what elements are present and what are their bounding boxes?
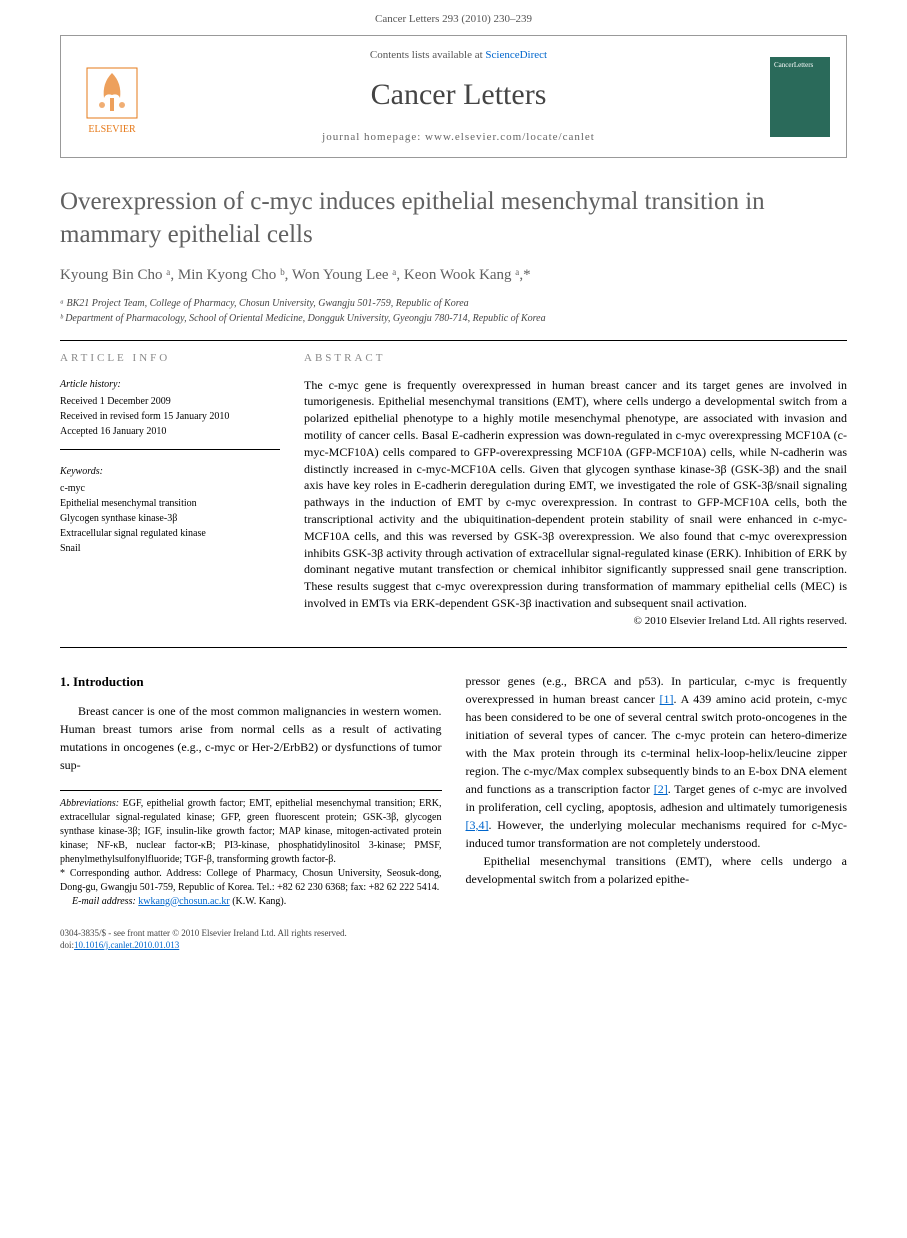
keyword: Extracellular signal regulated kinase (60, 526, 280, 541)
abstract-text: The c-myc gene is frequently overexpress… (304, 377, 847, 612)
journal-homepage: journal homepage: www.elsevier.com/locat… (163, 130, 754, 145)
affiliation-b: ᵇ Department of Pharmacology, School of … (60, 311, 847, 326)
right-column: pressor genes (e.g., BRCA and p53). In p… (466, 672, 848, 909)
abstract-column: ABSTRACT The c-myc gene is frequently ov… (304, 351, 847, 629)
journal-name: Cancer Letters (163, 74, 754, 116)
footer-left: 0304-3835/$ - see front matter © 2010 El… (60, 927, 442, 952)
ref-link-34[interactable]: [3,4] (466, 818, 489, 832)
doi-prefix: doi: (60, 940, 74, 950)
corresponding-email-link[interactable]: kwkang@chosun.ac.kr (138, 896, 229, 907)
mid-divider (60, 647, 847, 648)
article-title: Overexpression of c-myc induces epitheli… (60, 186, 847, 251)
sciencedirect-link[interactable]: ScienceDirect (485, 49, 547, 61)
article-info-heading: ARTICLE INFO (60, 351, 280, 366)
col2-p1-b: . A 439 amino acid protein, c-myc has be… (466, 692, 848, 796)
authors-line: Kyoung Bin Cho ᵃ, Min Kyong Cho ᵇ, Won Y… (60, 265, 847, 286)
email-label: E-mail address: (72, 896, 136, 907)
corresponding-author-footnote: * Corresponding author. Address: College… (60, 867, 442, 895)
abstract-heading: ABSTRACT (304, 351, 847, 366)
ref-link-1[interactable]: [1] (660, 692, 674, 706)
info-abstract-row: ARTICLE INFO Article history: Received 1… (60, 341, 847, 647)
abbrev-label: Abbreviations: (60, 798, 119, 809)
intro-paragraph-1: Breast cancer is one of the most common … (60, 702, 442, 774)
masthead-center: Contents lists available at ScienceDirec… (163, 48, 754, 145)
page-footer: 0304-3835/$ - see front matter © 2010 El… (60, 927, 847, 952)
running-head: Cancer Letters 293 (2010) 230–239 (0, 0, 907, 35)
history-accepted: Accepted 16 January 2010 (60, 424, 280, 439)
footer-right (466, 927, 848, 952)
keyword: Epithelial mesenchymal transition (60, 496, 280, 511)
ref-link-2[interactable]: [2] (654, 782, 668, 796)
intro-paragraph-2: Epithelial mesenchymal transitions (EMT)… (466, 852, 848, 888)
keywords-label: Keywords: (60, 464, 280, 479)
keyword: Glycogen synthase kinase-3β (60, 511, 280, 526)
elsevier-logo: ELSEVIER (77, 57, 147, 137)
email-suffix: (K.W. Kang). (230, 896, 287, 907)
doi-link[interactable]: 10.1016/j.canlet.2010.01.013 (74, 940, 179, 950)
article-history-block: Article history: Received 1 December 200… (60, 377, 280, 450)
keywords-block: Keywords: c-myc Epithelial mesenchymal t… (60, 464, 280, 566)
corr-label: * Corresponding author. (60, 868, 162, 879)
contents-prefix: Contents lists available at (370, 49, 485, 61)
history-received: Received 1 December 2009 (60, 394, 280, 409)
body-two-columns: 1. Introduction Breast cancer is one of … (60, 672, 847, 909)
col2-p1-d: . However, the underlying molecular mech… (466, 818, 848, 850)
keyword: c-myc (60, 481, 280, 496)
article-info-column: ARTICLE INFO Article history: Received 1… (60, 351, 280, 629)
section-1-heading: 1. Introduction (60, 672, 442, 692)
elsevier-tree-icon (82, 63, 142, 123)
abstract-copyright: © 2010 Elsevier Ireland Ltd. All rights … (304, 614, 847, 629)
journal-cover-thumbnail: CancerLetters (770, 57, 830, 137)
history-revised: Received in revised form 15 January 2010 (60, 409, 280, 424)
email-footnote: E-mail address: kwkang@chosun.ac.kr (K.W… (60, 895, 442, 909)
intro-paragraph-1-cont: pressor genes (e.g., BRCA and p53). In p… (466, 672, 848, 852)
cover-label: CancerLetters (774, 61, 826, 71)
issn-copyright-line: 0304-3835/$ - see front matter © 2010 El… (60, 927, 442, 940)
affiliation-a: ᵃ BK21 Project Team, College of Pharmacy… (60, 296, 847, 311)
abbreviations-footnote: Abbreviations: EGF, epithelial growth fa… (60, 797, 442, 867)
affiliations: ᵃ BK21 Project Team, College of Pharmacy… (60, 296, 847, 326)
journal-masthead: ELSEVIER Contents lists available at Sci… (60, 35, 847, 158)
left-column: 1. Introduction Breast cancer is one of … (60, 672, 442, 909)
publisher-name: ELSEVIER (88, 123, 135, 137)
history-label: Article history: (60, 377, 280, 392)
contents-available-line: Contents lists available at ScienceDirec… (163, 48, 754, 63)
doi-line: doi:10.1016/j.canlet.2010.01.013 (60, 939, 442, 952)
footnotes-block: Abbreviations: EGF, epithelial growth fa… (60, 790, 442, 909)
keyword: Snail (60, 541, 280, 556)
